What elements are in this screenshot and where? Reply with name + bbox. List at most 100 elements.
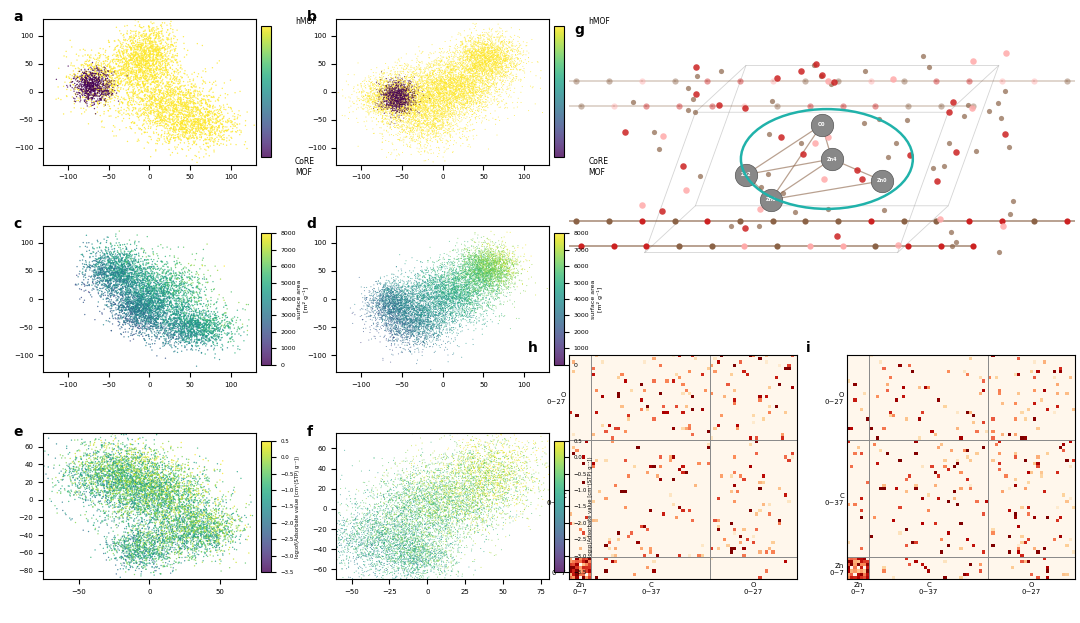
Point bbox=[188, 322, 205, 332]
Point bbox=[174, 330, 191, 340]
Point bbox=[465, 308, 483, 318]
Point bbox=[392, 78, 409, 88]
Point bbox=[206, 531, 224, 541]
Point bbox=[411, 290, 429, 300]
Point bbox=[409, 291, 427, 301]
Point bbox=[484, 250, 501, 260]
Point bbox=[102, 262, 119, 272]
Point bbox=[127, 312, 145, 322]
Point bbox=[130, 276, 147, 286]
Point bbox=[389, 530, 406, 540]
Point bbox=[461, 272, 478, 282]
Point bbox=[393, 314, 410, 324]
Point bbox=[185, 531, 202, 541]
Point bbox=[442, 528, 459, 538]
Point bbox=[432, 502, 449, 511]
Point bbox=[164, 115, 181, 125]
Point bbox=[180, 302, 198, 312]
Point bbox=[158, 528, 175, 538]
Point bbox=[195, 482, 213, 492]
Point bbox=[341, 541, 359, 551]
Point bbox=[104, 467, 121, 477]
Point bbox=[118, 253, 135, 263]
Point bbox=[217, 521, 234, 531]
Point bbox=[488, 506, 505, 516]
Point bbox=[359, 540, 376, 549]
Point bbox=[477, 67, 495, 77]
Point bbox=[397, 540, 415, 550]
Point bbox=[164, 522, 181, 532]
Point bbox=[126, 552, 144, 562]
Point bbox=[449, 285, 467, 295]
Point bbox=[492, 62, 510, 72]
Point bbox=[111, 270, 129, 280]
Point bbox=[382, 297, 400, 307]
Point bbox=[436, 472, 454, 482]
Point bbox=[141, 489, 159, 499]
Point bbox=[122, 278, 139, 288]
Point bbox=[97, 269, 114, 279]
Point bbox=[484, 256, 501, 266]
Point bbox=[198, 497, 215, 507]
Point bbox=[453, 495, 470, 505]
Point bbox=[152, 55, 170, 65]
Point bbox=[435, 77, 453, 87]
Point bbox=[149, 48, 166, 58]
Point bbox=[455, 62, 472, 72]
Point bbox=[436, 511, 454, 521]
Point bbox=[80, 85, 97, 95]
Point bbox=[485, 259, 502, 269]
Point bbox=[397, 292, 415, 302]
Point bbox=[73, 67, 91, 77]
Point bbox=[148, 32, 165, 42]
Point bbox=[380, 83, 397, 93]
Point bbox=[352, 540, 369, 550]
Point bbox=[164, 563, 181, 573]
Point bbox=[388, 501, 405, 511]
Point bbox=[387, 88, 404, 98]
Point bbox=[432, 85, 449, 95]
Point bbox=[468, 517, 485, 527]
Point bbox=[457, 74, 474, 83]
Point bbox=[459, 308, 476, 318]
Point bbox=[136, 281, 153, 291]
Point bbox=[161, 325, 178, 335]
Point bbox=[158, 514, 175, 524]
Point bbox=[145, 77, 162, 87]
Point bbox=[94, 86, 111, 96]
Point bbox=[83, 479, 100, 489]
Point bbox=[205, 505, 222, 515]
Point bbox=[348, 88, 365, 98]
Point bbox=[421, 94, 438, 104]
Point bbox=[116, 492, 133, 502]
Point bbox=[94, 459, 111, 469]
Point bbox=[478, 254, 496, 264]
Point bbox=[176, 297, 193, 307]
Point bbox=[143, 508, 160, 518]
Point bbox=[172, 313, 189, 323]
Point bbox=[451, 288, 469, 298]
Point bbox=[414, 313, 431, 323]
Point bbox=[394, 110, 411, 120]
Point bbox=[389, 93, 406, 103]
Point bbox=[123, 557, 140, 567]
Point bbox=[448, 303, 465, 313]
Point bbox=[396, 87, 414, 97]
Point bbox=[192, 505, 210, 515]
Point bbox=[438, 67, 456, 77]
Point bbox=[117, 303, 134, 313]
Point bbox=[163, 326, 180, 336]
Point bbox=[134, 459, 151, 468]
Point bbox=[372, 103, 389, 113]
Point bbox=[462, 36, 480, 45]
Point bbox=[429, 497, 446, 506]
Point bbox=[377, 281, 394, 291]
Point bbox=[220, 135, 238, 145]
Point bbox=[384, 88, 402, 98]
Point bbox=[166, 45, 184, 55]
Point bbox=[381, 103, 399, 113]
Point bbox=[435, 300, 453, 310]
Point bbox=[144, 459, 161, 469]
Point bbox=[410, 94, 428, 104]
Point bbox=[152, 542, 170, 552]
